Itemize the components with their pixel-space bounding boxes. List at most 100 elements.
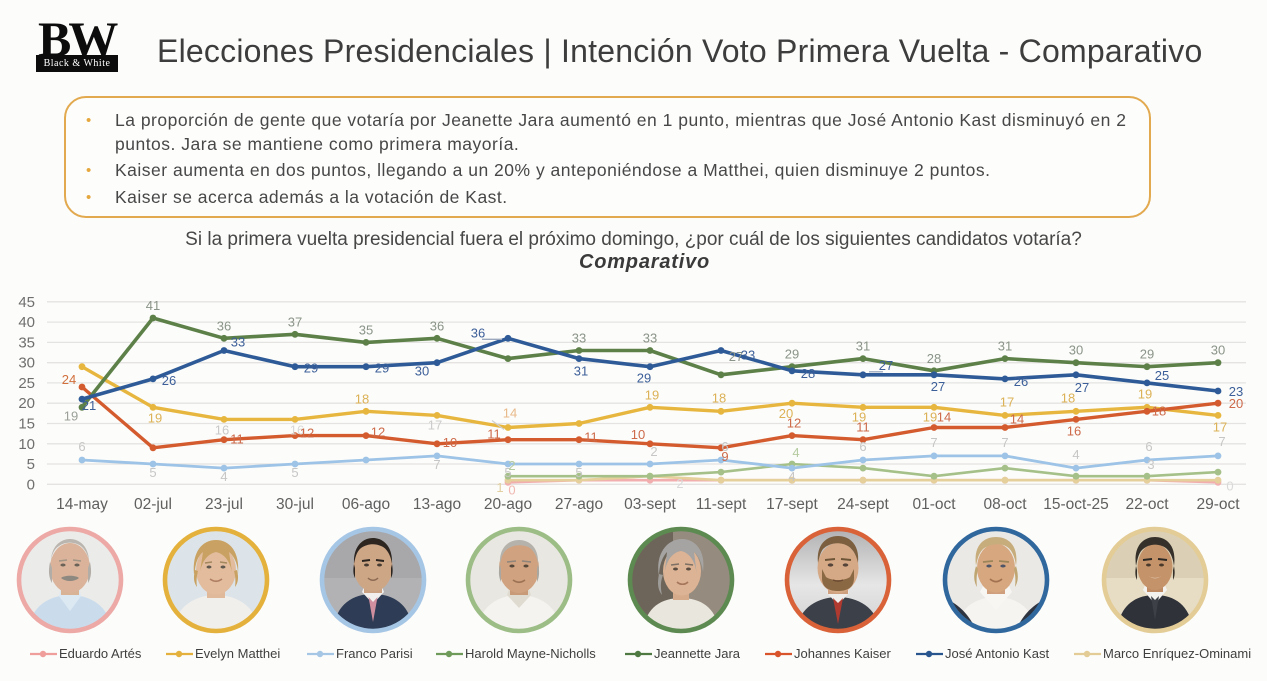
- svg-text:14: 14: [503, 406, 517, 421]
- svg-text:2: 2: [650, 444, 657, 459]
- svg-text:22-oct: 22-oct: [1125, 496, 1169, 513]
- svg-text:28: 28: [801, 366, 815, 381]
- svg-text:18: 18: [1061, 390, 1075, 405]
- svg-text:15: 15: [18, 416, 35, 433]
- svg-text:6: 6: [721, 439, 728, 454]
- svg-text:01-oct: 01-oct: [912, 496, 956, 513]
- svg-text:11: 11: [584, 430, 598, 445]
- svg-text:29: 29: [785, 347, 799, 362]
- svg-text:16: 16: [1067, 423, 1081, 438]
- svg-text:03-sept: 03-sept: [624, 496, 676, 513]
- svg-text:31: 31: [574, 364, 588, 379]
- svg-text:11: 11: [487, 427, 501, 442]
- svg-text:29: 29: [637, 371, 651, 386]
- svg-text:29: 29: [304, 361, 318, 376]
- svg-text:18: 18: [712, 390, 726, 405]
- svg-text:11: 11: [856, 420, 870, 435]
- svg-text:19: 19: [148, 410, 162, 425]
- svg-text:7: 7: [433, 457, 440, 472]
- svg-text:29: 29: [375, 361, 389, 376]
- svg-text:1: 1: [496, 480, 503, 495]
- svg-text:18: 18: [355, 391, 369, 406]
- svg-text:19: 19: [1138, 386, 1152, 401]
- svg-text:23-jul: 23-jul: [205, 496, 243, 513]
- svg-text:31: 31: [856, 339, 870, 354]
- svg-text:19: 19: [923, 409, 937, 424]
- svg-text:7: 7: [1218, 434, 1225, 449]
- svg-text:5: 5: [149, 465, 156, 480]
- svg-text:13-ago: 13-ago: [413, 496, 461, 513]
- svg-text:12: 12: [787, 416, 801, 431]
- svg-text:17: 17: [1213, 419, 1227, 434]
- svg-text:5: 5: [27, 456, 35, 473]
- svg-text:06-ago: 06-ago: [342, 496, 390, 513]
- svg-text:4: 4: [1072, 447, 1079, 462]
- svg-text:18: 18: [1152, 403, 1166, 418]
- svg-text:19: 19: [64, 408, 78, 423]
- svg-text:23: 23: [1229, 384, 1243, 399]
- svg-text:27-ago: 27-ago: [555, 496, 603, 513]
- svg-text:45: 45: [18, 294, 35, 311]
- svg-text:30-jul: 30-jul: [276, 496, 314, 513]
- svg-text:9: 9: [721, 449, 728, 464]
- svg-text:17-sept: 17-sept: [766, 496, 818, 513]
- svg-text:7: 7: [930, 435, 937, 450]
- svg-text:35: 35: [18, 334, 35, 351]
- svg-text:37: 37: [288, 314, 302, 329]
- svg-text:27: 27: [931, 379, 945, 394]
- svg-text:20-ago: 20-ago: [484, 496, 532, 513]
- svg-text:6: 6: [78, 439, 85, 454]
- svg-text:30: 30: [1069, 343, 1083, 358]
- svg-text:17: 17: [1000, 394, 1014, 409]
- svg-text:14-may: 14-may: [56, 496, 108, 513]
- svg-text:31: 31: [998, 339, 1012, 354]
- svg-text:36: 36: [471, 325, 485, 340]
- svg-text:14: 14: [937, 410, 951, 425]
- svg-text:25: 25: [18, 375, 35, 392]
- svg-text:12: 12: [300, 426, 314, 441]
- svg-text:4: 4: [792, 445, 799, 460]
- svg-text:35: 35: [359, 322, 373, 337]
- svg-text:14: 14: [1010, 412, 1024, 427]
- svg-text:2: 2: [508, 458, 515, 473]
- svg-text:29: 29: [1140, 347, 1154, 362]
- svg-text:33: 33: [231, 335, 245, 350]
- svg-text:19: 19: [645, 387, 659, 402]
- svg-text:33: 33: [741, 348, 755, 363]
- svg-text:30: 30: [18, 355, 35, 372]
- svg-text:10: 10: [443, 435, 457, 450]
- svg-text:41: 41: [146, 298, 160, 313]
- svg-text:17: 17: [428, 417, 442, 432]
- svg-text:20: 20: [18, 395, 35, 412]
- svg-text:36: 36: [217, 318, 231, 333]
- svg-text:19: 19: [852, 409, 866, 424]
- svg-text:5: 5: [291, 465, 298, 480]
- svg-text:4: 4: [788, 469, 795, 484]
- svg-text:02-jul: 02-jul: [134, 496, 172, 513]
- svg-text:24-sept: 24-sept: [837, 496, 889, 513]
- svg-text:10: 10: [18, 436, 35, 453]
- svg-text:11: 11: [230, 432, 244, 447]
- svg-text:4: 4: [220, 469, 227, 484]
- svg-text:26: 26: [1014, 374, 1028, 389]
- svg-text:0: 0: [508, 482, 515, 497]
- svg-text:21: 21: [82, 398, 96, 413]
- svg-text:33: 33: [643, 331, 657, 346]
- svg-text:12: 12: [371, 425, 385, 440]
- svg-text:36: 36: [430, 318, 444, 333]
- svg-text:08-oct: 08-oct: [983, 496, 1027, 513]
- svg-text:27: 27: [729, 349, 743, 364]
- svg-text:6: 6: [1145, 439, 1152, 454]
- svg-text:30: 30: [1211, 343, 1225, 358]
- svg-text:6: 6: [859, 439, 866, 454]
- svg-text:5: 5: [504, 465, 511, 480]
- svg-text:40: 40: [18, 314, 35, 331]
- svg-text:29-oct: 29-oct: [1196, 496, 1240, 513]
- svg-text:33: 33: [572, 331, 586, 346]
- svg-text:15-oct-25: 15-oct-25: [1043, 496, 1108, 513]
- svg-text:11-sept: 11-sept: [696, 496, 747, 513]
- svg-text:20: 20: [779, 406, 793, 421]
- svg-text:16: 16: [290, 422, 304, 437]
- svg-text:0: 0: [1226, 478, 1233, 493]
- svg-text:0: 0: [27, 476, 35, 493]
